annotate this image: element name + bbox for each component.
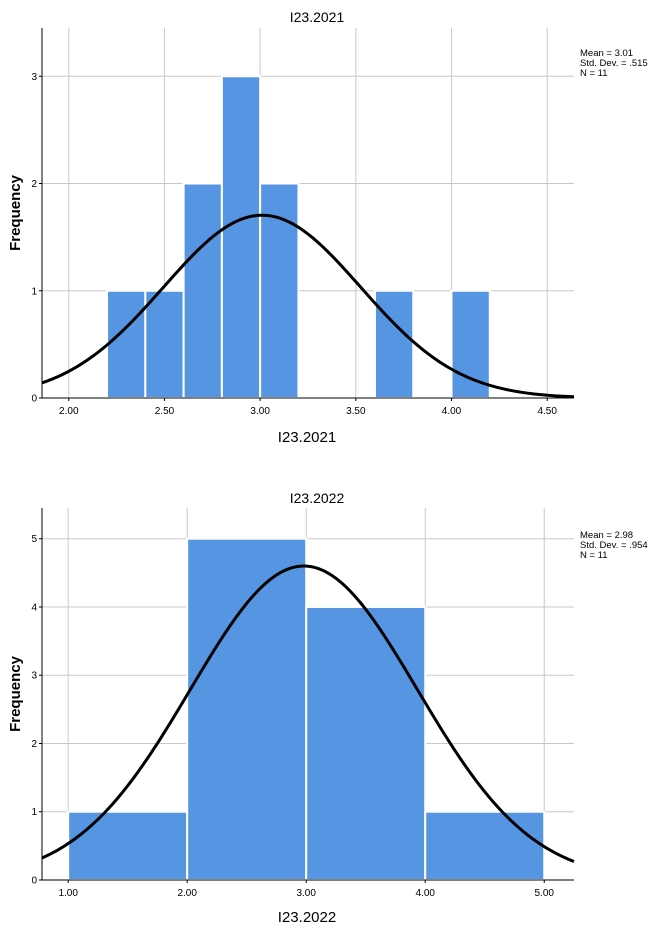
histogram-bar: [220, 75, 262, 400]
histogram-bar: [67, 810, 189, 881]
x-tick-label: 2.50: [155, 406, 175, 417]
y-tick-label: 2: [31, 739, 37, 750]
histogram-bar: [144, 289, 185, 400]
y-tick-label: 3: [31, 671, 37, 682]
histogram-bar: [182, 182, 223, 399]
y-tick-label: 2: [31, 179, 37, 190]
stats-line: Std. Dev. = .515: [580, 58, 648, 69]
x-tick-label: 5.00: [535, 888, 555, 899]
histogram-bar: [424, 810, 546, 881]
x-tick-label: 3.00: [296, 888, 316, 899]
y-tick-label: 0: [31, 876, 37, 887]
chart-1: 0 1 2 3 2.00 2.50 3.00 3.50 4.00 4.50 I23.2021 I23.…: [7, 9, 648, 446]
histogram-bar: [450, 289, 491, 400]
histogram-bar: [106, 289, 147, 400]
x-tick-label: 3.00: [250, 406, 270, 417]
x-tick-label: 2.00: [177, 888, 197, 899]
stats-line: Mean = 3.01: [580, 48, 633, 59]
x-tick-label: 1.00: [58, 888, 78, 899]
x-tick-label: 4.50: [537, 406, 557, 417]
normal-curve: [41, 564, 575, 863]
normal-curve: [41, 213, 575, 399]
y-axis-label: Frequency: [7, 655, 24, 732]
x-axis-label: I23.2022: [278, 909, 336, 926]
stats-line: Mean = 2.98: [580, 530, 633, 541]
stats-line: Std. Dev. = .954: [580, 540, 648, 551]
x-axis-label: I23.2021: [278, 429, 336, 446]
histogram-bar: [305, 605, 427, 881]
x-tick-label: 4.00: [442, 406, 462, 417]
histogram-bar: [373, 289, 415, 400]
chart-2: 0 1 2 3 4 5 1.00 2.00 3.00 4.00 5.00 I23.2022 I23.20…: [7, 490, 648, 926]
y-axis-label: Frequency: [7, 174, 24, 251]
x-tick-label: 2.00: [59, 406, 79, 417]
y-tick-label: 3: [31, 72, 37, 83]
y-tick-label: 5: [31, 534, 37, 545]
x-tick-label: 3.50: [346, 406, 366, 417]
x-tick-label: 4.00: [415, 888, 435, 899]
y-tick-label: 1: [31, 807, 37, 818]
chart-title: I23.2022: [290, 490, 345, 506]
y-tick-label: 1: [31, 286, 37, 297]
chart-title: I23.2021: [290, 9, 345, 25]
y-tick-label: 0: [31, 394, 37, 405]
histogram-bar: [186, 537, 308, 881]
stats-line: N = 11: [580, 68, 608, 79]
stats-line: N = 11: [580, 550, 608, 561]
y-tick-label: 4: [31, 602, 37, 613]
